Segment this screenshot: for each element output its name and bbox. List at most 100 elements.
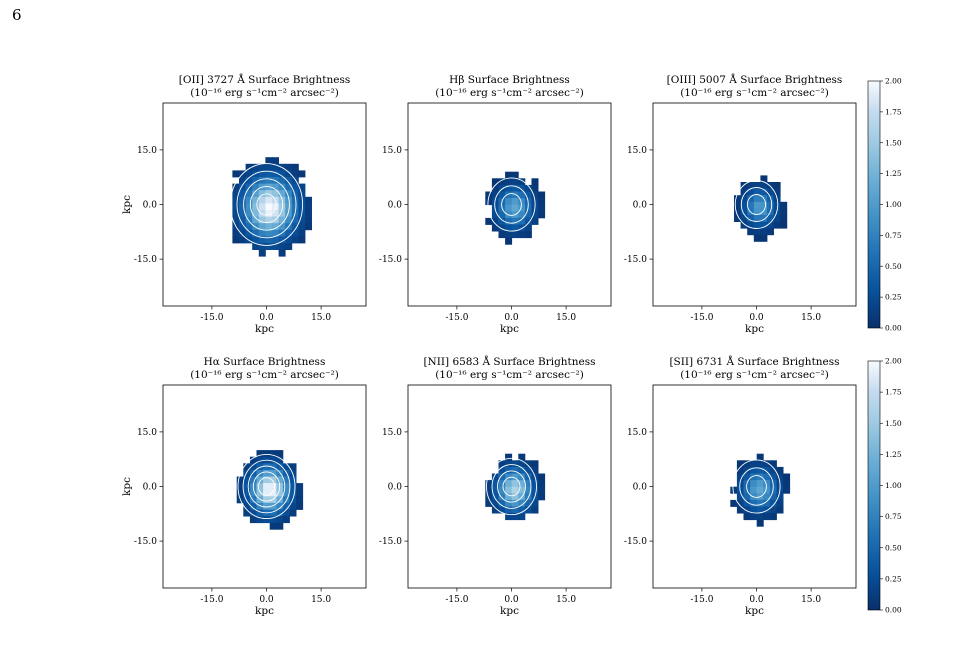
- map-pixel: [245, 177, 253, 184]
- map-pixel: [258, 210, 266, 217]
- map-pixel: [239, 216, 246, 224]
- map-pixel: [282, 509, 290, 517]
- y-tick-label: 0.0: [143, 201, 158, 211]
- map-pixel: [285, 177, 293, 184]
- map-pixel: [291, 190, 299, 198]
- map-pixel: [258, 163, 266, 171]
- panel-title: [NII] 6583 Å Surface Brightness: [423, 354, 595, 368]
- map-pixel: [538, 480, 546, 488]
- map-pixel: [736, 506, 744, 514]
- contour-line: [497, 470, 526, 503]
- map-pixel: [750, 466, 758, 474]
- map-pixel: [258, 196, 266, 204]
- y-tick-label: 0.0: [633, 483, 648, 493]
- map-pixel: [276, 522, 284, 530]
- y-tick-label: 15.0: [627, 428, 647, 438]
- map-pixel: [282, 516, 290, 524]
- map-pixel: [278, 177, 286, 184]
- map-pixel: [282, 489, 290, 497]
- map-pixel: [272, 210, 279, 217]
- contour-line: [247, 465, 286, 508]
- map-pixel: [305, 203, 312, 211]
- map-pixel: [298, 216, 306, 224]
- map-pixel: [285, 163, 293, 171]
- map-pixel: [763, 513, 771, 521]
- colorbar-tick-label: 2.00: [885, 357, 902, 366]
- map-pixel: [276, 450, 284, 458]
- colorbar-tick-label: 1.50: [885, 138, 902, 147]
- map-pixel: [245, 236, 253, 244]
- map-pixel: [298, 183, 306, 191]
- map-pixel: [511, 486, 519, 494]
- map-pixel: [538, 211, 546, 219]
- map-pixel: [491, 191, 499, 199]
- map-pixel: [531, 486, 539, 494]
- map-pixel: [511, 480, 519, 488]
- map-pixel: [485, 486, 493, 494]
- map-pixel: [491, 224, 499, 232]
- map-pixel: [278, 210, 286, 217]
- map-pixel: [278, 223, 286, 231]
- y-tick-label: -15.0: [379, 255, 402, 265]
- map-pixel: [498, 460, 506, 468]
- map-pixel: [747, 201, 755, 209]
- map-pixel: [736, 493, 744, 501]
- map-pixel: [263, 496, 271, 504]
- x-tick-label: 15.0: [801, 313, 821, 323]
- map-pixel: [252, 223, 260, 231]
- map-panel: [OII] 3727 Å Surface Brightness(10⁻¹⁶ er…: [121, 72, 367, 335]
- map-pixel: [518, 499, 526, 507]
- map-pixel: [298, 190, 306, 198]
- contour-line: [249, 185, 284, 224]
- map-pixel: [750, 506, 758, 514]
- x-tick-label: -15.0: [200, 313, 223, 323]
- map-pixel: [249, 516, 257, 524]
- map-pixel: [767, 215, 774, 222]
- map-pixel: [249, 496, 257, 504]
- surface-brightness-map: [236, 450, 304, 530]
- map-pixel: [756, 513, 764, 521]
- map-pixel: [531, 466, 539, 474]
- colorbar-tick-label: 1.75: [885, 388, 902, 397]
- map-pixel: [256, 502, 264, 510]
- map-pixel: [276, 516, 284, 524]
- map-pixel: [485, 217, 493, 225]
- map-pixel: [491, 506, 499, 514]
- colorbar-gradient: [867, 360, 881, 611]
- map-pixel: [767, 201, 774, 209]
- y-tick-label: 15.0: [627, 146, 647, 156]
- x-tick-label: 0.0: [259, 313, 274, 323]
- map-pixel: [298, 203, 306, 211]
- map-pixel: [258, 229, 266, 237]
- map-pixel: [734, 201, 741, 209]
- map-pixel: [783, 473, 791, 481]
- map-pixel: [232, 203, 240, 211]
- map-pixel: [291, 229, 299, 237]
- map-pixel: [249, 456, 257, 464]
- map-pixel: [278, 216, 286, 224]
- contour-line: [502, 476, 521, 497]
- map-pixel: [531, 178, 539, 186]
- map-pixel: [249, 476, 257, 484]
- map-pixel: [505, 184, 513, 192]
- map-pixel: [285, 183, 293, 191]
- map-pixel: [285, 170, 293, 178]
- map-pixel: [743, 499, 751, 507]
- map-pixel: [491, 198, 499, 206]
- contour-line: [237, 453, 296, 520]
- map-pixel: [498, 506, 506, 514]
- map-pixel: [249, 489, 257, 497]
- map-pixel: [491, 499, 499, 507]
- map-pixel: [740, 195, 748, 203]
- map-pixel: [269, 450, 277, 458]
- map-pixel: [518, 184, 526, 192]
- map-pixel: [750, 513, 758, 521]
- map-pixel: [763, 499, 771, 507]
- map-pixel: [289, 489, 297, 497]
- map-pixel: [239, 177, 246, 184]
- map-pixel: [256, 450, 264, 458]
- map-pixel: [760, 208, 768, 216]
- map-pixel: [538, 473, 546, 481]
- colorbar-tick-label: 0.00: [885, 324, 902, 333]
- panel-subtitle: (10⁻¹⁶ erg s⁻¹cm⁻² arcsec⁻²): [190, 369, 339, 381]
